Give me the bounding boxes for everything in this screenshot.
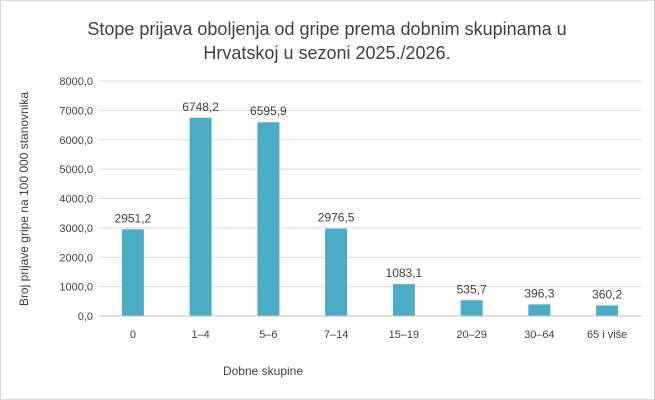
data-label: 6748,2 bbox=[182, 100, 219, 114]
x-tick-label: 65 i više bbox=[587, 329, 627, 341]
bar bbox=[189, 117, 212, 316]
x-tick-label: 7–14 bbox=[324, 329, 348, 341]
y-tick-label: 1000,0 bbox=[59, 282, 93, 294]
y-tick-label: 8000,0 bbox=[59, 76, 93, 88]
gridlines bbox=[99, 80, 641, 288]
y-tick-label: 3000,0 bbox=[59, 223, 93, 235]
y-tick-label: 2000,0 bbox=[59, 252, 93, 264]
y-tick-label: 6000,0 bbox=[59, 135, 93, 147]
y-axis-label: Broj prijave gripe na 100 000 stanovnika bbox=[17, 92, 31, 306]
data-label: 1083,1 bbox=[386, 266, 423, 280]
data-label: 2976,5 bbox=[318, 211, 355, 225]
bar bbox=[257, 122, 280, 316]
data-label: 535,7 bbox=[457, 282, 487, 296]
x-tick-label: 5–6 bbox=[259, 329, 277, 341]
data-label: 360,2 bbox=[592, 287, 622, 301]
data-label: 396,3 bbox=[524, 286, 554, 300]
chart-title-line-2: Hrvatskoj u sezoni 2025./2026. bbox=[203, 43, 450, 63]
bar bbox=[121, 229, 144, 316]
x-axis-ticks: 0 1–4 5–6 7–14 15–19 20–29 30–64 65 i više bbox=[130, 329, 627, 341]
y-tick-label: 0,0 bbox=[78, 311, 93, 323]
chart-title-line-1: Stope prijava oboljenja od gripe prema d… bbox=[87, 19, 566, 39]
y-tick-label: 7000,0 bbox=[59, 105, 93, 117]
data-labels: 2951,2 6748,2 6595,9 2976,5 1083,1 535,7 396,3… bbox=[115, 100, 623, 302]
data-label: 2951,2 bbox=[115, 211, 152, 225]
bar bbox=[392, 284, 415, 316]
bar bbox=[596, 305, 619, 316]
bar bbox=[460, 300, 483, 316]
y-axis-ticks: 0,0 1000,0 2000,0 3000,0 4000,0 5000,0 6000,0 7… bbox=[59, 76, 93, 323]
x-axis-label: Dobne skupine bbox=[223, 364, 303, 378]
data-label: 6595,9 bbox=[250, 104, 287, 118]
x-tick-label: 1–4 bbox=[191, 329, 209, 341]
x-tick-label: 20–29 bbox=[456, 329, 487, 341]
y-tick-label: 4000,0 bbox=[59, 194, 93, 206]
bars bbox=[121, 117, 619, 316]
bar bbox=[528, 304, 551, 316]
x-tick-label: 30–64 bbox=[524, 329, 555, 341]
x-tick-label: 0 bbox=[130, 329, 136, 341]
bar bbox=[325, 228, 348, 316]
y-tick-label: 5000,0 bbox=[59, 164, 93, 176]
x-tick-label: 15–19 bbox=[389, 329, 420, 341]
